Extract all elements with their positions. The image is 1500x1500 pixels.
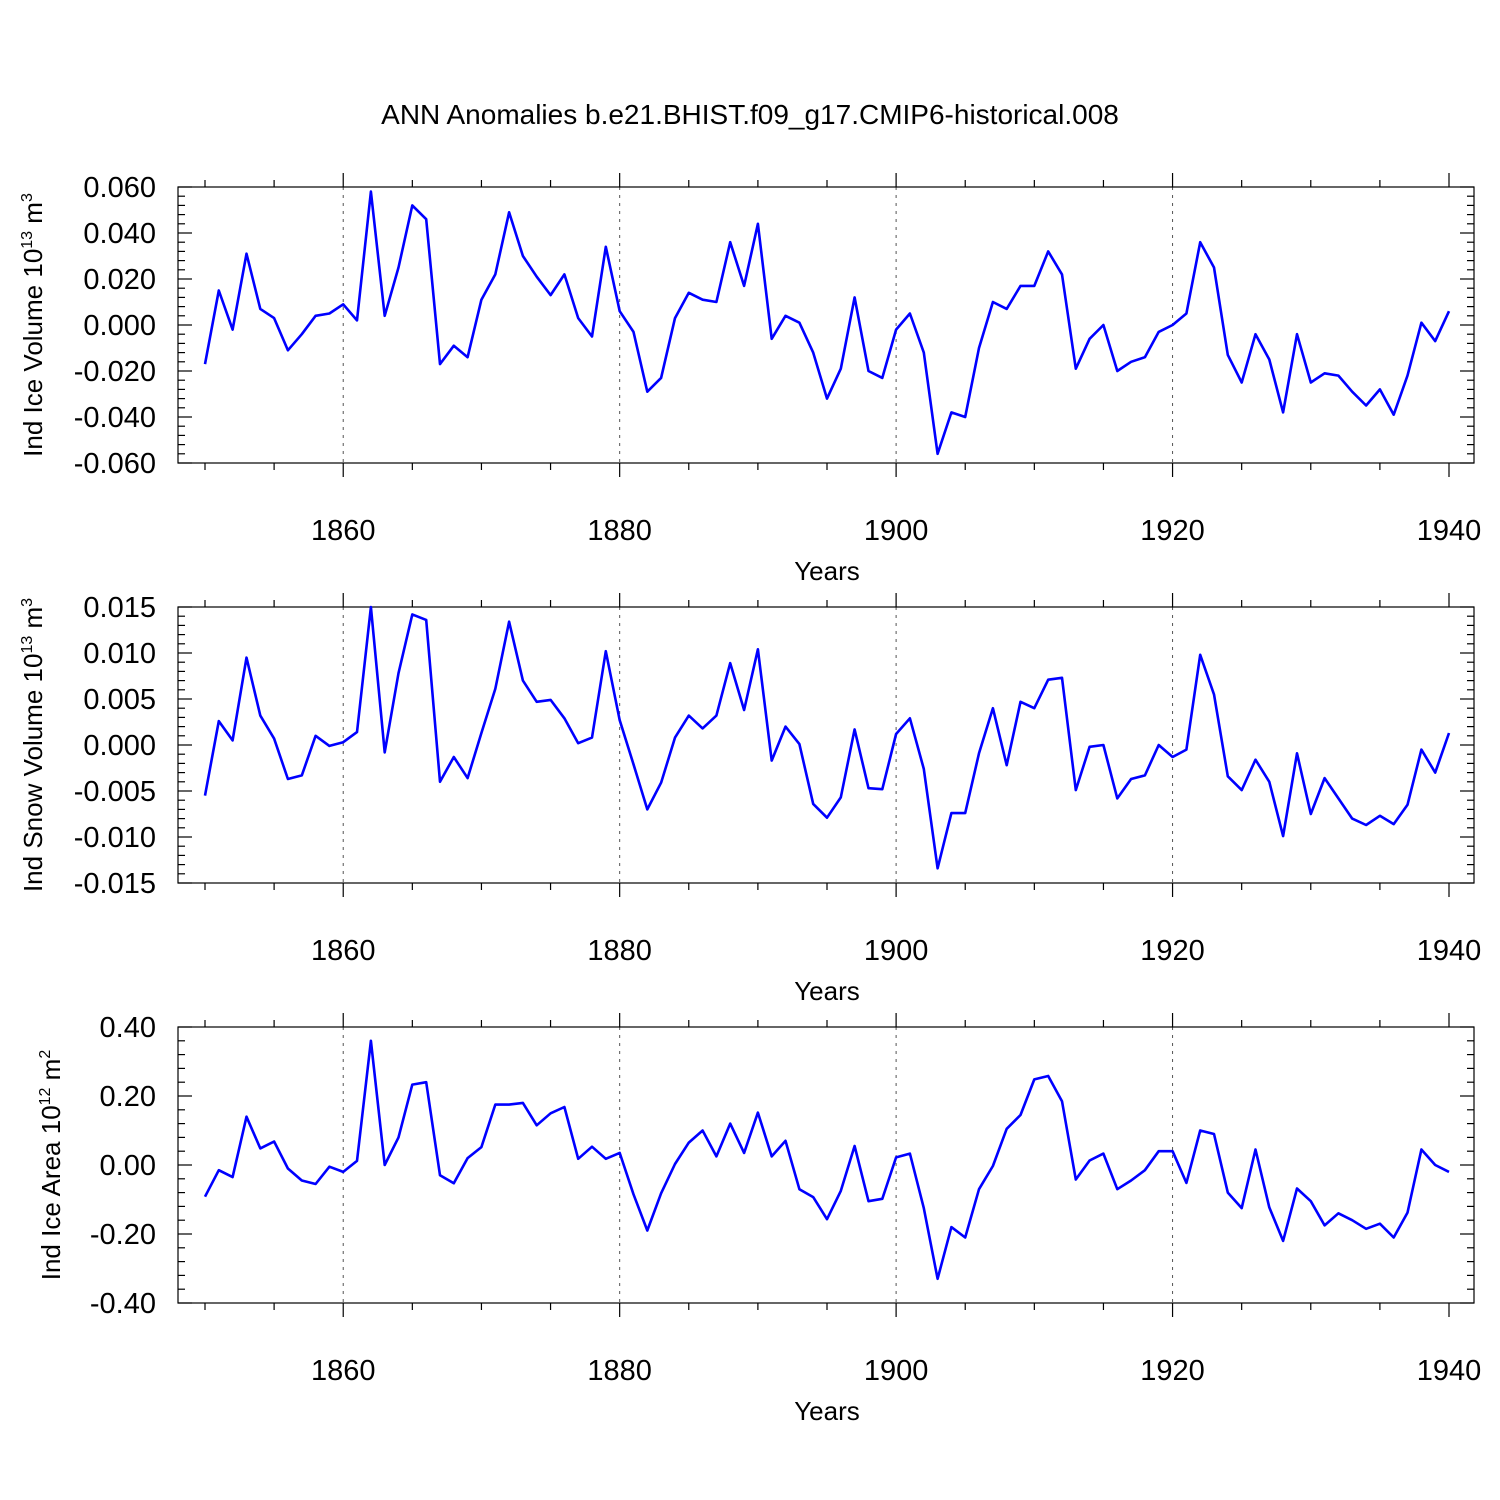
series-line-snow-volume <box>203 605 1451 870</box>
xtick-label-ice-volume-1920: 1920 <box>1140 515 1205 547</box>
ylabel-ice-area-sup: 12 <box>37 1087 54 1105</box>
ytick-label-ice-volume: 0.040 <box>83 218 156 250</box>
ytick-label-ice-area: -0.20 <box>90 1219 156 1251</box>
ytick-label-snow-volume: 0.010 <box>83 638 156 670</box>
ylabel-ice-area-text: Ind Ice Area 10 <box>36 1105 66 1280</box>
ylabel-ice-area-unit: m <box>36 1059 66 1088</box>
ylabel-ice-volume: Ind Ice Volume 1013 m3 <box>18 193 48 457</box>
ylabel-ice-area-unit-sup: 2 <box>37 1050 54 1059</box>
ytick-label-ice-volume: 0.000 <box>83 310 156 342</box>
panel-snow-volume: Ind Snow Volume 1013 m3 Years 0.015 0.010… <box>18 592 1481 1006</box>
ytick-label-ice-area: -0.40 <box>90 1288 156 1320</box>
ylabel-snow-volume-sup: 13 <box>19 636 36 654</box>
xtick-label-ice-area-1900: 1900 <box>864 1355 929 1387</box>
ylabel-ice-area: Ind Ice Area 1012 m2 <box>36 1050 66 1281</box>
ylabel-ice-volume-text: Ind Ice Volume 10 <box>18 249 48 457</box>
panel-ice-volume: Ind Ice Volume 1013 m3 Years 0.060 0.040 0… <box>18 172 1481 586</box>
ytick-label-ice-volume: 0.060 <box>83 172 156 204</box>
ytick-label-ice-volume: 0.020 <box>83 264 156 296</box>
xtick-label-ice-volume-1900: 1900 <box>864 515 929 547</box>
ylabel-ice-volume-unit: m <box>18 202 48 231</box>
ylabel-snow-volume-unit-sup: 3 <box>19 598 36 607</box>
frame-ice-volume <box>177 186 1475 464</box>
ylabel-snow-volume-text: Ind Snow Volume 10 <box>18 654 48 893</box>
frame-ice-area <box>177 1026 1475 1304</box>
xtick-label-snow-volume-1880: 1880 <box>587 935 652 967</box>
xtick-label-snow-volume-1940: 1940 <box>1417 935 1482 967</box>
series-line-ice-area <box>203 1039 1450 1281</box>
chart-title: ANN Anomalies b.e21.BHIST.f09_g17.CMIP6-… <box>381 99 1119 130</box>
xtick-label-ice-area-1920: 1920 <box>1140 1355 1205 1387</box>
ytick-label-ice-area: 0.20 <box>100 1081 156 1113</box>
ylabel-snow-volume-unit: m <box>18 607 48 636</box>
series-line-ice-volume <box>203 190 1451 456</box>
xlabel-ice-volume: Years <box>794 556 860 586</box>
xtick-label-snow-volume-1920: 1920 <box>1140 935 1205 967</box>
ytick-label-ice-area: 0.00 <box>100 1150 156 1182</box>
panel-ice-area: Ind Ice Area 1012 m2 Years 0.40 0.20 0.00 -… <box>36 1012 1481 1426</box>
ylabel-ice-volume-sup: 13 <box>19 231 36 249</box>
ytick-label-ice-volume: -0.020 <box>74 356 156 388</box>
xtick-label-ice-area-1940: 1940 <box>1417 1355 1482 1387</box>
xtick-label-snow-volume-1860: 1860 <box>311 935 376 967</box>
xtick-label-ice-area-1880: 1880 <box>587 1355 652 1387</box>
xtick-label-snow-volume-1900: 1900 <box>864 935 929 967</box>
ytick-label-ice-volume: -0.040 <box>74 402 156 434</box>
ytick-label-ice-area: 0.40 <box>100 1012 156 1044</box>
ytick-label-snow-volume: 0.015 <box>83 592 156 624</box>
xtick-label-ice-volume-1940: 1940 <box>1417 515 1482 547</box>
xtick-label-ice-area-1860: 1860 <box>311 1355 376 1387</box>
ytick-label-snow-volume: -0.005 <box>74 776 156 808</box>
frame-snow-volume <box>177 606 1475 884</box>
xlabel-ice-area: Years <box>794 1396 860 1426</box>
xlabel-snow-volume: Years <box>794 976 860 1006</box>
ylabel-snow-volume: Ind Snow Volume 1013 m3 <box>18 598 48 892</box>
ytick-label-snow-volume: 0.000 <box>83 730 156 762</box>
ylabel-ice-volume-unit-sup: 3 <box>19 193 36 202</box>
ytick-label-snow-volume: 0.005 <box>83 684 156 716</box>
xtick-label-ice-volume-1860: 1860 <box>311 515 376 547</box>
ytick-label-snow-volume: -0.010 <box>74 822 156 854</box>
xtick-label-ice-volume-1880: 1880 <box>587 515 652 547</box>
ytick-label-ice-volume: -0.060 <box>74 448 156 480</box>
ytick-label-snow-volume: -0.015 <box>74 868 156 900</box>
